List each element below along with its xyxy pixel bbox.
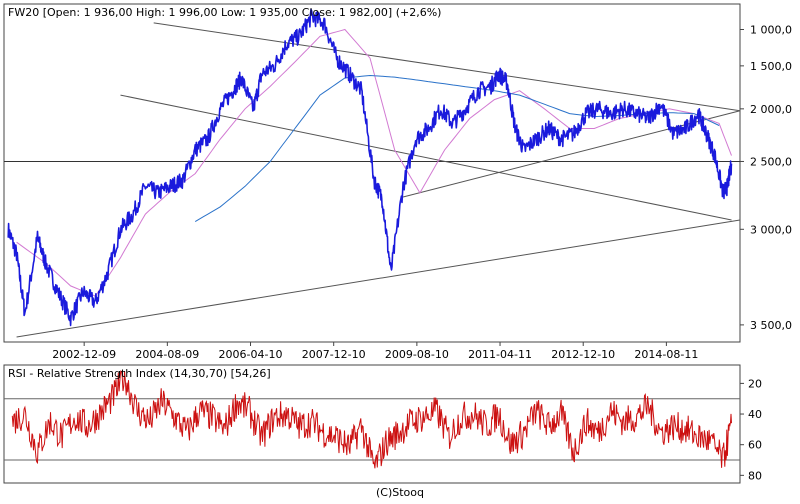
x-tick-label: 2006-04-10 — [219, 348, 283, 361]
moving-average-long-line — [194, 74, 720, 223]
rsi-plot-area: 80 60 40 20 — [4, 370, 762, 482]
y-tick-label: 2 500,0 — [750, 155, 792, 168]
rsi-line — [11, 370, 732, 469]
footer-copyright: (C)Stooq — [376, 486, 424, 499]
rsi-y-tick-label: 60 — [748, 439, 762, 452]
x-tick-label: 2014-08-11 — [634, 348, 698, 361]
x-tick-label: 2012-12-10 — [551, 348, 615, 361]
x-tick-label: 2002-12-09 — [52, 348, 116, 361]
y-tick-label: 3 500,0 — [750, 319, 792, 332]
x-tick-label: 2007-12-10 — [302, 348, 366, 361]
y-tick-label: 3 000,0 — [750, 223, 792, 236]
main-chart-header: FW20 [Open: 1 936,00 High: 1 996,00 Low:… — [8, 6, 441, 19]
x-tick-label: 2004-08-09 — [135, 348, 199, 361]
y-tick-label: 1 000,0 — [750, 24, 792, 37]
trendline-2 — [120, 94, 732, 221]
y-tick-label: 1 500,0 — [750, 60, 792, 73]
y-tick-label: 2 000,0 — [750, 103, 792, 116]
price-line — [7, 8, 733, 327]
rsi-y-tick-label: 80 — [748, 469, 762, 482]
trendline-1 — [153, 22, 741, 112]
trendline-3 — [16, 219, 741, 338]
moving-average-short-line — [16, 28, 732, 297]
x-tick-label: 2009-08-10 — [385, 348, 449, 361]
main-plot-area: 3 500,0 3 000,0 2 500,0 2 000,0 1 500,0 1 000… — [4, 8, 792, 361]
rsi-chart-header: RSI - Relative Strength Index (14,30,70)… — [8, 367, 271, 380]
rsi-y-tick-label: 40 — [748, 408, 762, 421]
rsi-y-tick-label: 20 — [748, 377, 762, 390]
x-tick-label: 2011-04-11 — [468, 348, 532, 361]
